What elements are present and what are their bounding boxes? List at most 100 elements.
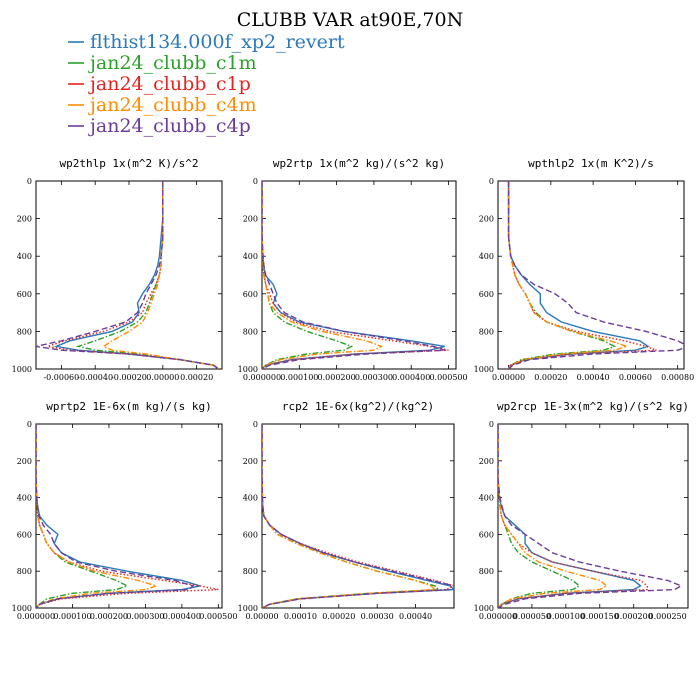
series-line <box>102 181 220 369</box>
panel-title: wpthlp2 1x(m K^2)/s <box>528 157 654 170</box>
y-tick-label: 800 <box>479 567 494 576</box>
panel: wprtp2 1E-6x(m kg)/(s kg) 0 200 400 600 800 10… <box>12 400 238 621</box>
y-tick-label: 800 <box>243 567 258 576</box>
x-tick-label: 0.00040 <box>577 373 610 382</box>
x-tick-label: 0.00020 <box>534 373 567 382</box>
y-tick-label: 0 <box>489 177 494 186</box>
y-tick-label: 1000 <box>12 365 32 374</box>
x-tick-label: 0.00020 <box>322 612 355 621</box>
series-line <box>262 424 454 608</box>
y-tick-label: 0 <box>253 420 258 429</box>
x-tick-label: 0.000300 <box>126 612 164 621</box>
panel-title: wprtp2 1E-6x(m kg)/(s kg) <box>46 400 212 413</box>
legend-label: jan24_clubb_c4m <box>88 94 257 116</box>
y-tick-label: 400 <box>243 494 258 503</box>
x-tick-label: 0.000100 <box>547 612 585 621</box>
y-tick-label: 400 <box>479 494 494 503</box>
x-tick-label: 0.000100 <box>280 373 318 382</box>
panel: rcp2 1E-6x(kg^2)/(kg^2) 0 200 400 600 800 1000… <box>238 400 455 621</box>
legend-label: flthist134.000f_xp2_revert <box>90 31 345 53</box>
y-tick-label: 200 <box>479 215 494 224</box>
series-line <box>498 424 642 608</box>
x-tick-label: 0.00000 <box>245 612 278 621</box>
y-tick-label: 0 <box>253 177 258 186</box>
plot-frame <box>261 180 457 370</box>
y-tick-label: 0 <box>489 420 494 429</box>
x-tick-label: 0.000300 <box>355 373 393 382</box>
series-line <box>53 181 220 369</box>
y-tick-label: 1000 <box>474 365 494 374</box>
x-tick-label: 0.000250 <box>649 612 687 621</box>
y-tick-label: 200 <box>17 215 32 224</box>
series-line <box>262 181 384 369</box>
x-tick-label: 0.000400 <box>163 612 201 621</box>
y-tick-label: 600 <box>479 290 494 299</box>
y-tick-label: 200 <box>243 457 258 466</box>
series-line <box>498 424 581 608</box>
plot-frame <box>497 180 685 370</box>
x-tick-label: 0.000200 <box>90 612 128 621</box>
plot-frame <box>497 423 689 609</box>
panel-title: wp2thlp 1x(m^2 K)/s^2 <box>59 157 198 170</box>
panels: wp2thlp 1x(m^2 K)/s^2 0 200 400 600 800 1000 -0… <box>12 157 695 621</box>
series-line <box>75 181 220 369</box>
legend-label: jan24_clubb_c1p <box>88 73 251 95</box>
y-tick-label: 600 <box>243 530 258 539</box>
y-tick-label: 600 <box>243 290 258 299</box>
x-tick-label: -0.00060 <box>43 373 79 382</box>
x-tick-label: 0.000150 <box>581 612 619 621</box>
series-line <box>262 424 441 608</box>
y-tick-label: 600 <box>17 290 32 299</box>
series-line <box>36 424 130 608</box>
y-tick-label: 400 <box>243 252 258 261</box>
x-tick-label: 0.00020 <box>180 373 213 382</box>
x-tick-label: 0.00010 <box>284 612 317 621</box>
series-line <box>498 424 608 608</box>
x-tick-label: 0.00030 <box>361 612 394 621</box>
series-line <box>262 181 445 369</box>
y-tick-label: 800 <box>479 327 494 336</box>
y-tick-label: 1000 <box>238 365 258 374</box>
x-tick-label: -0.00040 <box>77 373 113 382</box>
series-line <box>36 181 220 369</box>
series-line <box>262 424 454 608</box>
x-tick-label: 0.000000 <box>479 612 517 621</box>
panel-title: rcp2 1E-6x(kg^2)/(kg^2) <box>282 400 434 413</box>
series-line <box>262 181 446 369</box>
y-tick-label: 200 <box>243 215 258 224</box>
y-tick-label: 400 <box>17 252 32 261</box>
x-tick-label: 0.000000 <box>243 373 281 382</box>
x-tick-label: 0.000200 <box>318 373 356 382</box>
panel: wp2rtp 1x(m^2 kg)/(s^2 kg) 0 200 400 600 800 1… <box>238 157 468 382</box>
y-tick-label: 800 <box>243 327 258 336</box>
y-tick-label: 1000 <box>474 604 494 613</box>
y-tick-label: 200 <box>479 457 494 466</box>
y-tick-label: 800 <box>17 567 32 576</box>
series-line <box>262 181 449 369</box>
y-tick-label: 400 <box>479 252 494 261</box>
panel-title: wp2rtp 1x(m^2 kg)/(s^2 kg) <box>273 157 445 170</box>
y-tick-label: 600 <box>479 530 494 539</box>
y-tick-label: 600 <box>17 530 32 539</box>
series-line <box>498 424 648 608</box>
y-tick-label: 400 <box>17 494 32 503</box>
x-tick-label: 0.00000 <box>492 373 525 382</box>
y-tick-label: 0 <box>27 420 32 429</box>
legend: flthist134.000f_xp2_revertjan24_clubb_c1… <box>68 31 345 137</box>
x-tick-label: 0.00060 <box>619 373 652 382</box>
y-tick-label: 800 <box>17 327 32 336</box>
series-line <box>262 424 437 608</box>
legend-label: jan24_clubb_c1m <box>88 52 257 74</box>
panel: wp2rcp 1E-3x(m^2 kg)/(s^2 kg)0 200 400 600 8… <box>474 400 689 621</box>
series-line <box>498 424 683 608</box>
x-tick-label: 0.00040 <box>399 612 432 621</box>
series-line <box>262 181 354 369</box>
main-title: CLUBB VAR at90E,70N <box>237 9 463 31</box>
plot-frame <box>261 423 455 609</box>
series-line <box>36 424 159 608</box>
x-tick-label: 0.000500 <box>429 373 467 382</box>
x-tick-label: 0.000200 <box>615 612 653 621</box>
x-tick-label: -0.00020 <box>111 373 147 382</box>
x-tick-label: 0.00000 <box>146 373 179 382</box>
